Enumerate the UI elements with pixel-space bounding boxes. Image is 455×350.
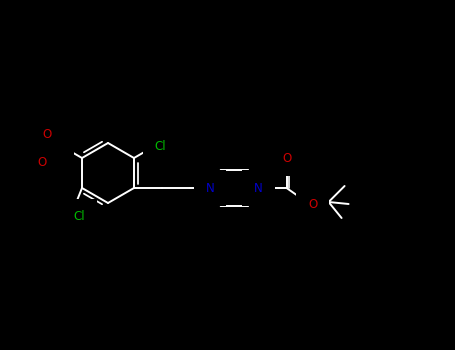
Text: O: O [42,128,51,141]
Text: Cl: Cl [73,210,85,224]
Text: O: O [308,197,317,210]
Text: N: N [54,142,62,155]
Text: O: O [282,152,291,164]
Text: Cl: Cl [155,140,166,154]
Text: N: N [254,182,263,195]
Text: N: N [206,182,214,195]
Text: O: O [37,155,46,168]
